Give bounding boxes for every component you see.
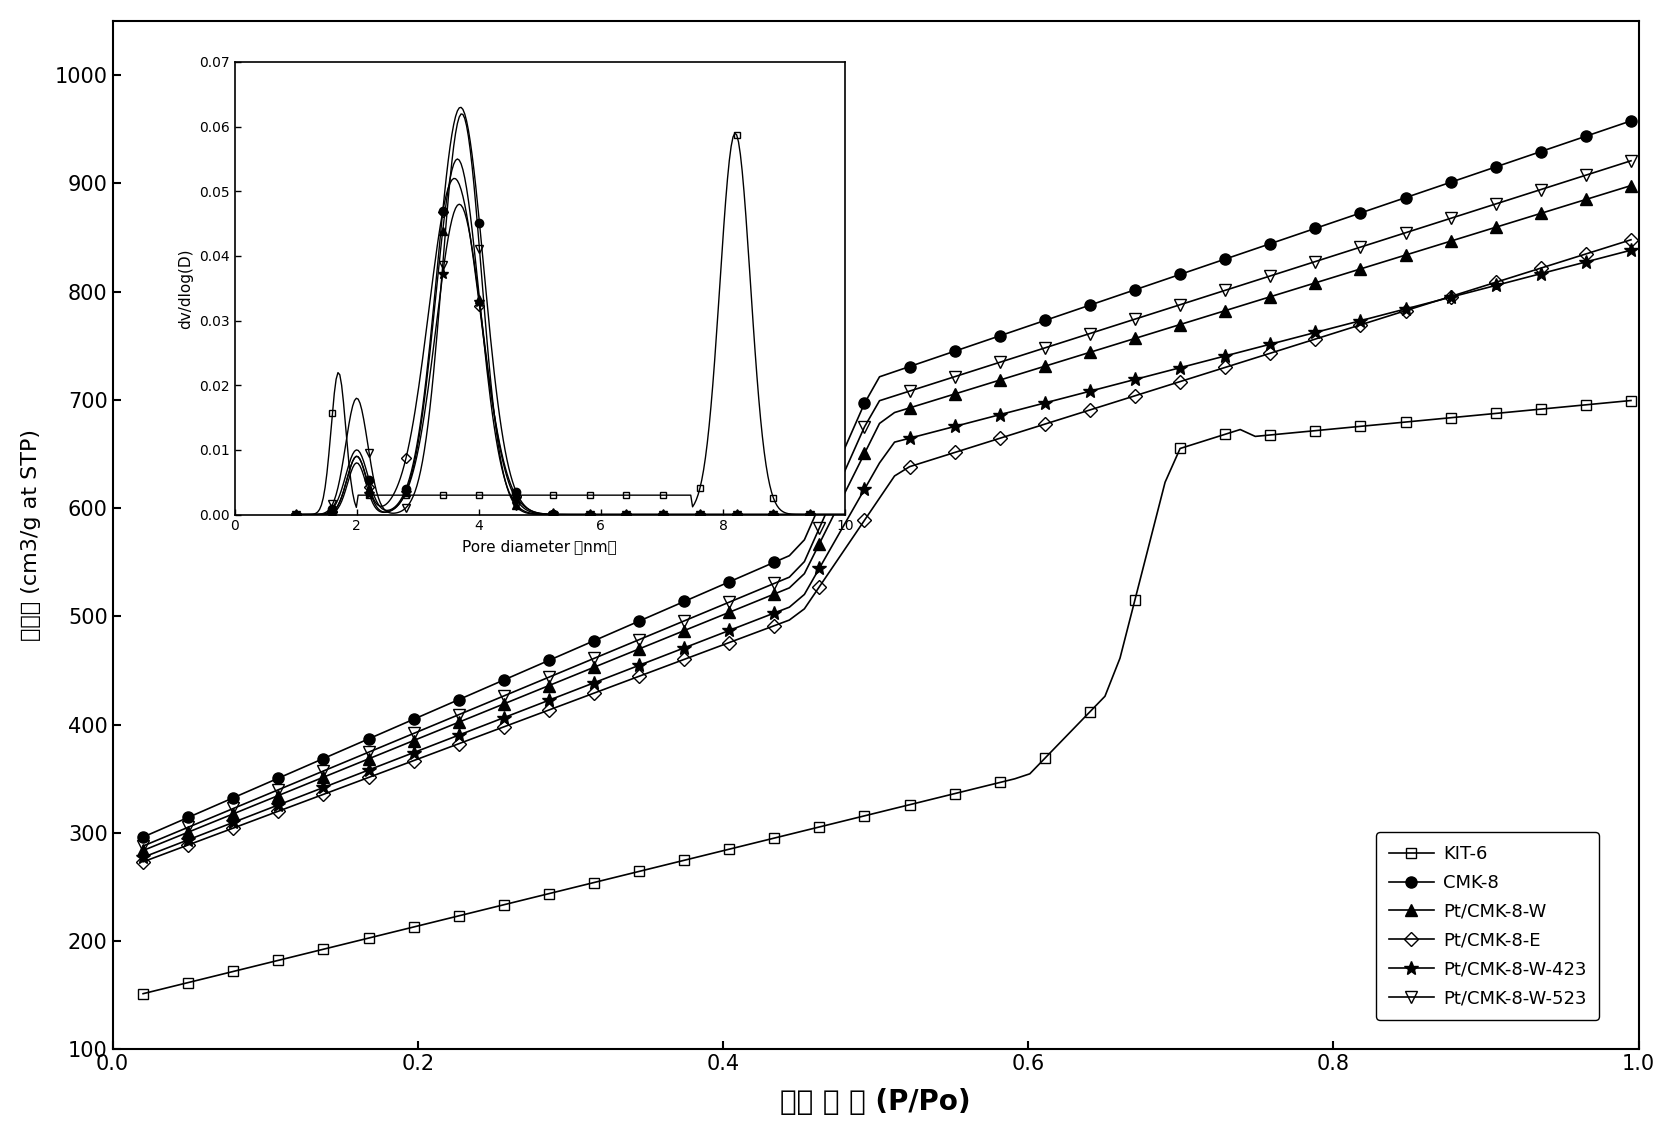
Pt/CMK-8-E	[1545, 257, 1565, 271]
Pt/CMK-8-W	[1545, 202, 1565, 216]
Line: Pt/CMK-8-W-423: Pt/CMK-8-W-423	[136, 243, 1637, 864]
CMK-8	[419, 706, 439, 720]
Line: Pt/CMK-8-W-523: Pt/CMK-8-W-523	[137, 156, 1636, 852]
KIT-6	[479, 902, 499, 915]
Line: KIT-6: KIT-6	[137, 396, 1636, 998]
Pt/CMK-8-W	[1500, 216, 1520, 230]
Line: Pt/CMK-8-W: Pt/CMK-8-W	[137, 180, 1636, 856]
KIT-6	[900, 798, 920, 812]
CMK-8	[132, 830, 153, 844]
Pt/CMK-8-W	[419, 728, 439, 741]
Pt/CMK-8-E	[900, 459, 920, 473]
CMK-8	[1019, 318, 1039, 332]
Pt/CMK-8-W-423	[479, 716, 499, 730]
Line: CMK-8: CMK-8	[137, 115, 1636, 843]
Pt/CMK-8-W	[900, 401, 920, 415]
Pt/CMK-8-W-523	[1621, 153, 1641, 167]
Pt/CMK-8-E	[1019, 422, 1039, 435]
CMK-8	[1500, 155, 1520, 168]
Pt/CMK-8-W-423	[132, 850, 153, 864]
KIT-6	[419, 916, 439, 930]
Pt/CMK-8-E	[479, 725, 499, 739]
Pt/CMK-8-E	[1621, 233, 1641, 247]
CMK-8	[1545, 140, 1565, 153]
Pt/CMK-8-W-523	[479, 696, 499, 709]
Pt/CMK-8-W-523	[900, 384, 920, 398]
KIT-6	[1500, 405, 1520, 418]
X-axis label: 相对 压 力 (P/Po): 相对 压 力 (P/Po)	[781, 1088, 970, 1117]
KIT-6	[132, 987, 153, 1001]
Pt/CMK-8-W	[1621, 179, 1641, 192]
Pt/CMK-8-W-423	[419, 740, 439, 754]
Legend: KIT-6, CMK-8, Pt/CMK-8-W, Pt/CMK-8-E, Pt/CMK-8-W-423, Pt/CMK-8-W-523: KIT-6, CMK-8, Pt/CMK-8-W, Pt/CMK-8-E, Pt…	[1376, 832, 1599, 1020]
KIT-6	[1545, 401, 1565, 415]
Pt/CMK-8-W-423	[900, 431, 920, 445]
Pt/CMK-8-W-423	[1019, 400, 1039, 414]
Pt/CMK-8-W-523	[1019, 346, 1039, 359]
Pt/CMK-8-E	[132, 855, 153, 869]
Pt/CMK-8-W-423	[1500, 275, 1520, 289]
Pt/CMK-8-W	[1019, 364, 1039, 377]
CMK-8	[1621, 114, 1641, 127]
Pt/CMK-8-W-523	[1500, 192, 1520, 206]
Pt/CMK-8-E	[419, 748, 439, 762]
Pt/CMK-8-W	[132, 844, 153, 857]
Pt/CMK-8-W	[479, 703, 499, 716]
Pt/CMK-8-W-423	[1545, 263, 1565, 276]
Pt/CMK-8-W-523	[132, 839, 153, 853]
Pt/CMK-8-W-523	[419, 721, 439, 735]
KIT-6	[1019, 767, 1039, 781]
KIT-6	[1621, 393, 1641, 407]
Y-axis label: 吸附量 (cm3/g at STP): 吸附量 (cm3/g at STP)	[20, 429, 40, 641]
CMK-8	[900, 359, 920, 373]
Pt/CMK-8-W-423	[1621, 243, 1641, 257]
CMK-8	[479, 680, 499, 694]
Pt/CMK-8-E	[1500, 271, 1520, 284]
Pt/CMK-8-W-523	[1545, 179, 1565, 192]
Line: Pt/CMK-8-E: Pt/CMK-8-E	[137, 235, 1636, 866]
